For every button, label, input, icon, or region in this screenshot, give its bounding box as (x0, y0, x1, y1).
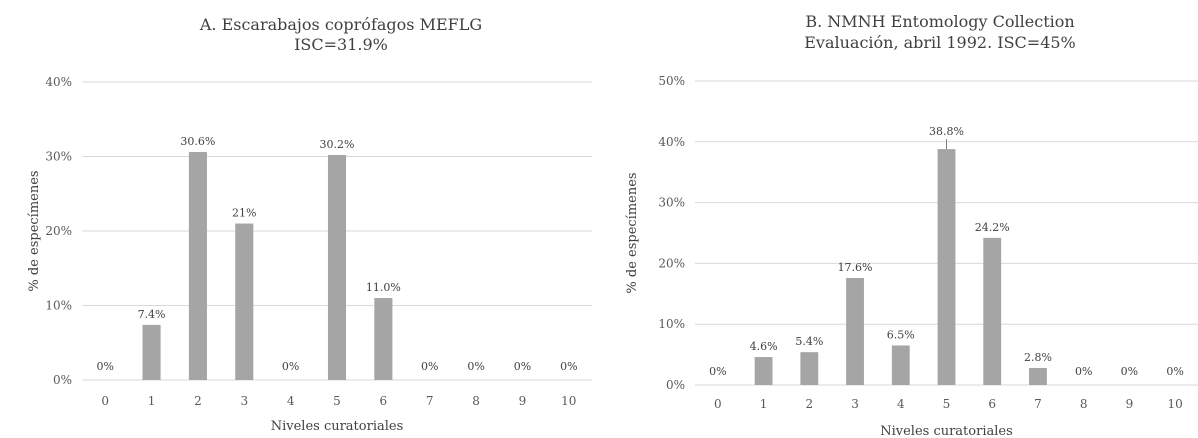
x-tick-label: 3 (240, 394, 248, 408)
y-tick-label: 20% (658, 256, 685, 270)
y-tick-label: 40% (45, 75, 72, 89)
data-label: 2.8% (1024, 351, 1052, 364)
y-axis-title: % de especímenes (625, 172, 640, 293)
x-tick-label: 3 (851, 397, 859, 411)
x-tick-label: 0 (101, 394, 109, 408)
data-label: 0% (1121, 365, 1138, 378)
data-label: 0% (467, 360, 484, 373)
data-label: 17.6% (838, 261, 873, 274)
x-tick-label: 1 (760, 397, 768, 411)
chart-subtitle: ISC=31.9% (294, 35, 388, 54)
chart-title: A. Escarabajos coprófagos MEFLG (199, 15, 482, 34)
data-label: 0% (1166, 365, 1183, 378)
y-tick-label: 0% (53, 373, 72, 387)
x-tick-label: 6 (380, 394, 388, 408)
bar (327, 155, 347, 380)
x-tick-label: 4 (897, 397, 905, 411)
data-label: 30.2% (320, 138, 355, 151)
data-label: 0% (514, 360, 531, 373)
chart-panel-b: B. NMNH Entomology Collection Evaluación,… (625, 12, 1198, 438)
bar (754, 357, 773, 385)
data-label: 0% (421, 360, 438, 373)
y-axis-title: % de especímenes (27, 170, 42, 291)
bar (235, 223, 254, 380)
y-tick-label: 50% (658, 74, 685, 88)
y-tick-label: 10% (45, 299, 72, 313)
x-tick-label: 6 (988, 397, 996, 411)
x-tick-label: 1 (148, 394, 156, 408)
bar (846, 277, 864, 385)
y-tick-label: 40% (658, 135, 685, 149)
chart-title: B. NMNH Entomology Collection (805, 12, 1074, 31)
x-axis-title: Niveles curatoriales (271, 419, 404, 434)
bar (374, 298, 393, 380)
x-tick-label: 2 (194, 394, 202, 408)
x-tick-label: 8 (472, 394, 480, 408)
x-tick-label: 10 (561, 394, 576, 408)
data-label: 4.6% (750, 340, 778, 353)
bar (1029, 367, 1047, 385)
data-label: 0% (560, 360, 577, 373)
bar (891, 345, 910, 385)
data-label: 11.0% (366, 281, 401, 294)
x-tick-label: 5 (333, 394, 341, 408)
x-tick-label: 7 (1034, 397, 1042, 411)
x-tick-label: 10 (1167, 397, 1182, 411)
x-tick-label: 7 (426, 394, 434, 408)
data-label: 6.5% (887, 328, 915, 341)
data-label: 38.8% (929, 125, 964, 138)
bar (800, 352, 819, 385)
y-tick-label: 30% (658, 196, 685, 210)
x-tick-label: 9 (1126, 397, 1134, 411)
data-label: 30.6% (180, 135, 215, 148)
bar (983, 237, 1002, 385)
x-tick-label: 9 (519, 394, 527, 408)
x-tick-label: 4 (287, 394, 295, 408)
data-label: 24.2% (975, 221, 1010, 234)
data-label: 21% (232, 207, 256, 220)
x-tick-label: 0 (714, 397, 722, 411)
data-label: 0% (282, 360, 299, 373)
data-label: 5.4% (795, 335, 823, 348)
data-label: 0% (709, 365, 726, 378)
chart-subtitle: Evaluación, abril 1992. ISC=45% (804, 33, 1076, 52)
chart-panel-a: A. Escarabajos coprófagos MEFLGISC=31.9%… (27, 15, 592, 434)
x-tick-label: 8 (1080, 397, 1088, 411)
data-label: 0% (96, 360, 113, 373)
x-tick-label: 2 (805, 397, 813, 411)
x-axis-title: Niveles curatoriales (880, 424, 1013, 438)
y-tick-label: 30% (45, 150, 72, 164)
bar (142, 324, 161, 380)
data-label: 7.4% (138, 308, 166, 321)
y-tick-label: 10% (658, 317, 685, 331)
bar (188, 152, 207, 380)
x-tick-label: 5 (943, 397, 951, 411)
bar (937, 149, 956, 385)
data-label: 0% (1075, 365, 1092, 378)
y-tick-label: 20% (45, 224, 72, 238)
y-tick-label: 0% (666, 378, 685, 392)
